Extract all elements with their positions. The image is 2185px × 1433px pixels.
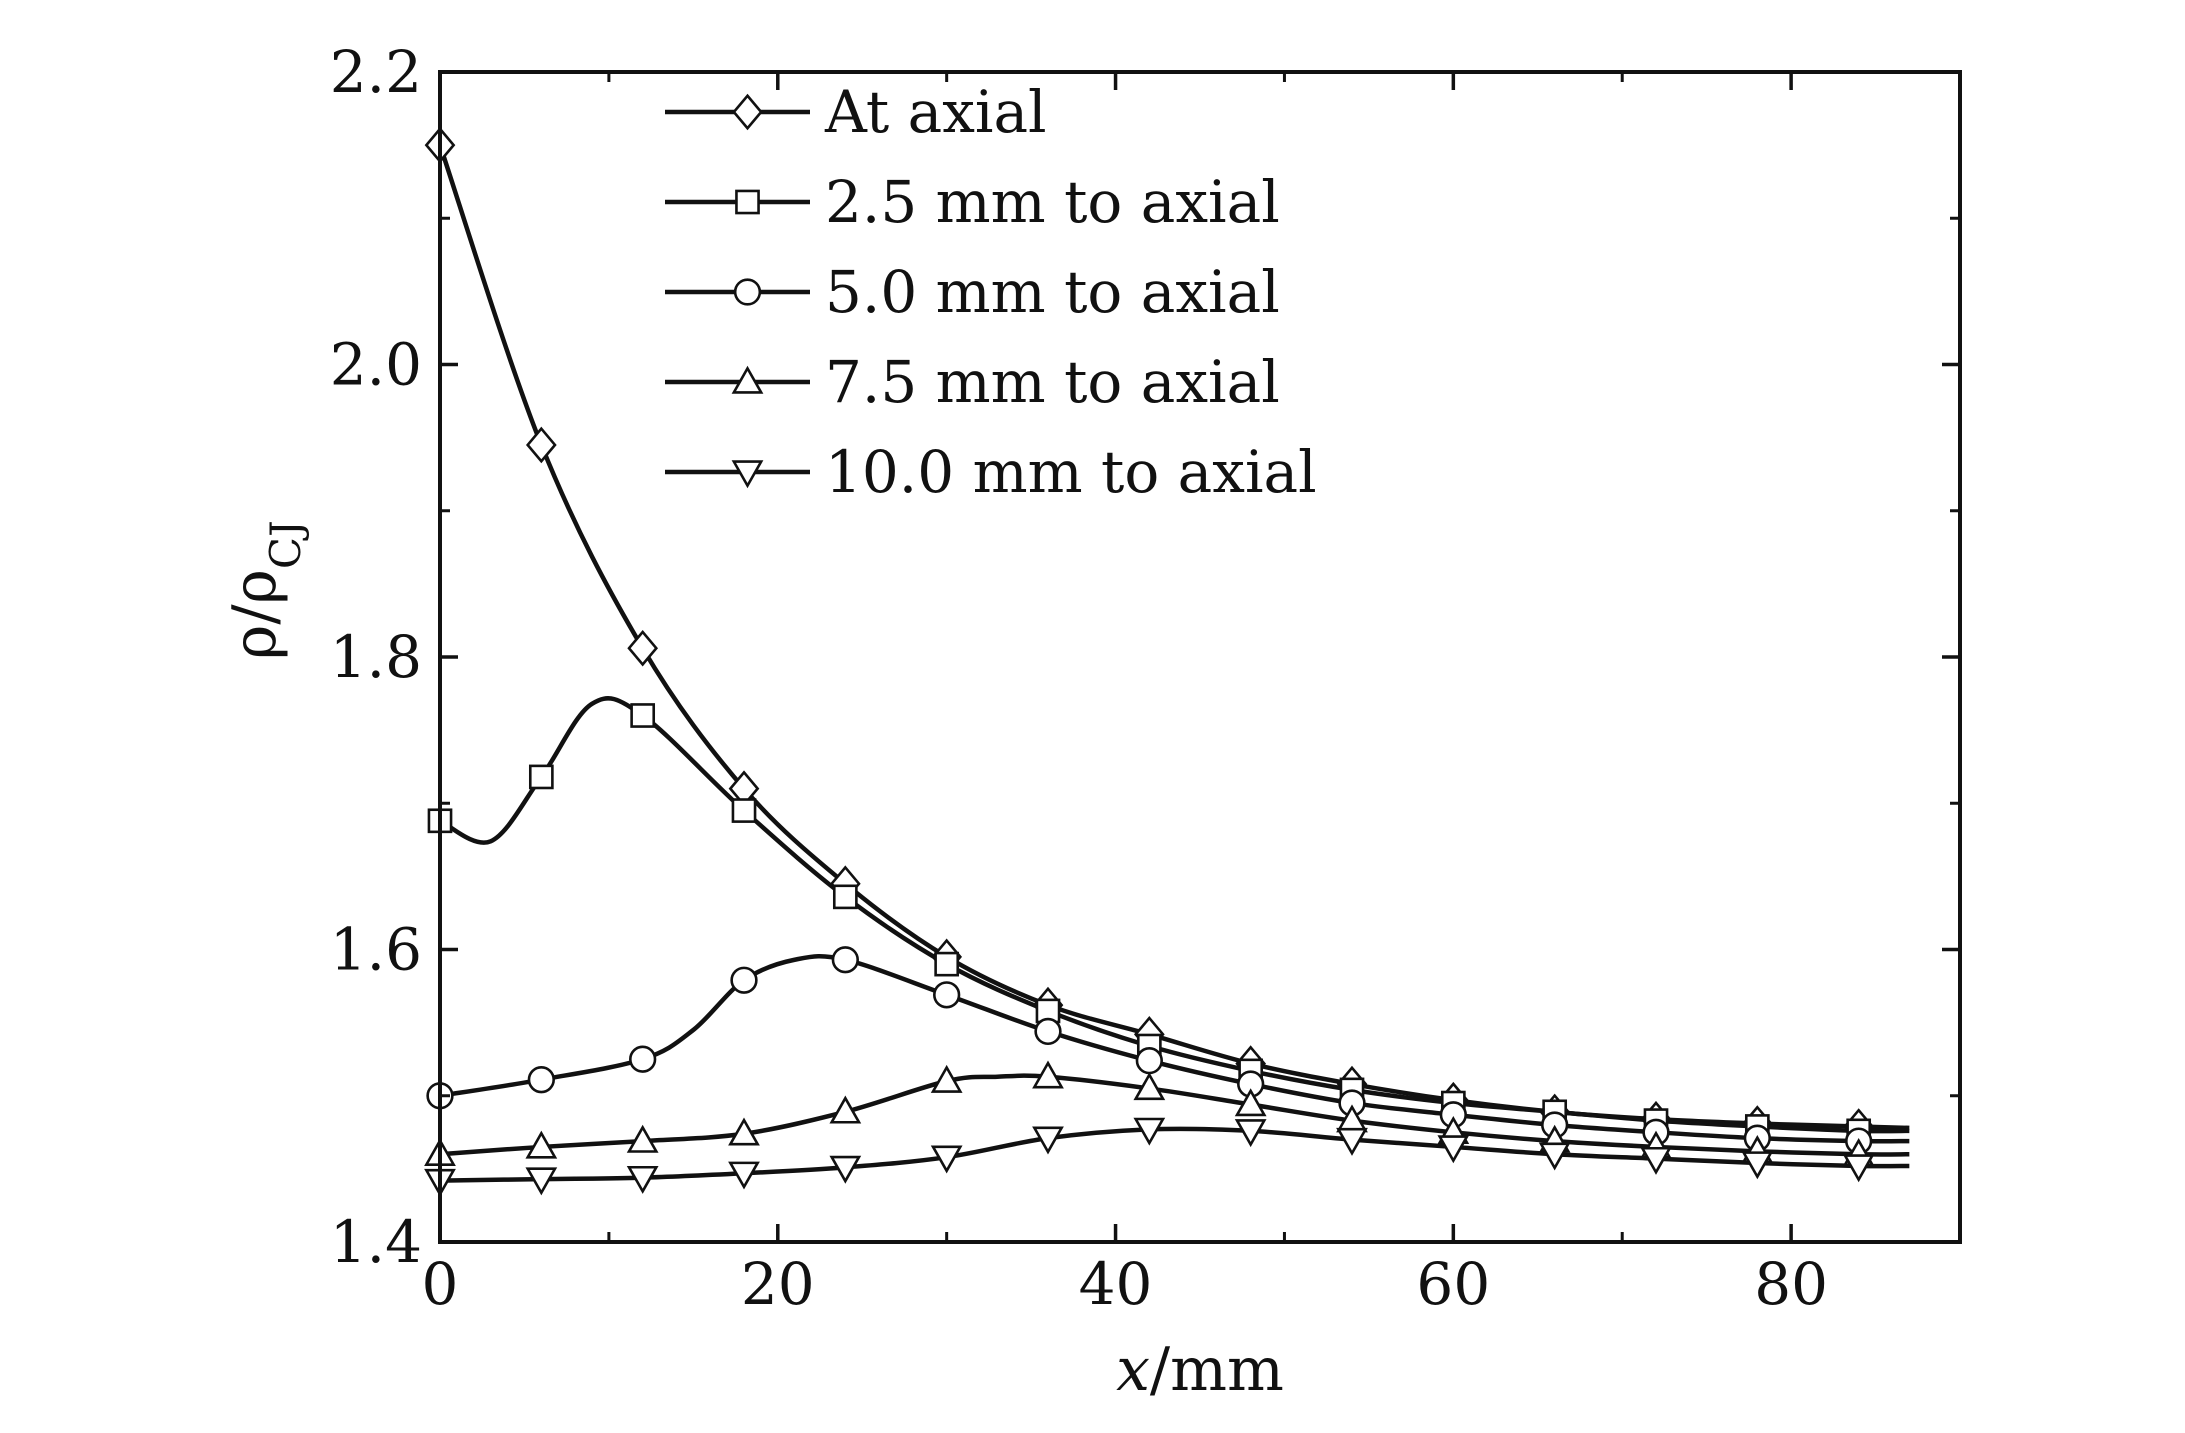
data-point	[525, 1167, 558, 1196]
legend-label: 5.0 mm to axial	[825, 258, 1280, 326]
legend-marker	[731, 365, 764, 394]
data-point	[1032, 1060, 1064, 1089]
data-point	[730, 966, 758, 994]
y-tick-label: 1.8	[330, 623, 422, 691]
series-line	[439, 1073, 1910, 1157]
data-point	[728, 1161, 760, 1190]
data-point	[832, 884, 858, 910]
y-tick-label: 2.2	[330, 38, 422, 106]
data-point	[626, 1124, 659, 1153]
legend-label: 7.5 mm to axial	[825, 348, 1280, 416]
y-axis-title: ρ/ρCJ	[220, 520, 310, 660]
x-tick-label: 60	[1416, 1250, 1490, 1318]
x-tick-label: 20	[741, 1250, 815, 1318]
data-point	[1135, 1047, 1163, 1075]
data-point	[1336, 1127, 1368, 1156]
x-axis-title: x/mm	[1116, 1335, 1284, 1405]
data-point	[626, 1165, 659, 1194]
data-point	[1437, 1135, 1470, 1164]
data-point	[831, 946, 859, 974]
series-2	[427, 696, 1910, 1144]
x-axis-title-var: x	[1116, 1335, 1150, 1405]
x-tick-label: 40	[1079, 1250, 1153, 1318]
data-point	[1032, 1126, 1064, 1155]
y-tick-label: 1.6	[330, 916, 422, 984]
data-point	[1234, 1119, 1267, 1148]
legend-label: At axial	[824, 78, 1047, 146]
legend: At axial 2.5 mm to axial 5.0 mm to axial 7.…	[665, 78, 1317, 506]
series-line	[439, 1126, 1910, 1183]
data-point	[630, 703, 656, 728]
series-4	[424, 1060, 1910, 1166]
data-point	[1538, 1142, 1571, 1171]
axes-layer: 0 20 40 60 80 1.4 1.6 1.8 2.0 2.2	[330, 38, 1960, 1318]
data-point	[930, 1145, 963, 1174]
data-point	[1034, 1017, 1062, 1046]
legend-item: 2.5 mm to axial	[665, 168, 1280, 236]
data-point	[1842, 1154, 1875, 1183]
legend-item: 5.0 mm to axial	[665, 258, 1280, 326]
plot-frame	[438, 70, 1962, 1244]
data-point	[1133, 1117, 1166, 1146]
data-point	[1234, 1088, 1267, 1117]
legend-label: 2.5 mm to axial	[825, 168, 1280, 236]
legend-item: At axial	[665, 78, 1047, 146]
y-axis-title-sub: CJ	[261, 520, 310, 569]
data-point	[525, 426, 557, 464]
data-point	[525, 1130, 558, 1159]
data-point	[728, 1117, 760, 1146]
legend-item: 7.5 mm to axial	[665, 348, 1280, 416]
x-tick-label: 0	[422, 1250, 459, 1318]
data-point	[1640, 1146, 1672, 1175]
y-tick-label: 1.4	[330, 1208, 422, 1276]
data-point	[1741, 1151, 1774, 1180]
legend-marker	[731, 460, 764, 489]
x-axis-title-unit: /mm	[1150, 1335, 1284, 1405]
data-point	[829, 1095, 862, 1124]
y-axis-title-base: ρ/ρ	[220, 569, 290, 660]
data-point	[930, 1064, 963, 1093]
y-tick-label: 2.0	[330, 331, 422, 399]
series-5	[424, 1117, 1910, 1197]
data-point	[528, 764, 554, 790]
series-3	[426, 946, 1910, 1155]
data-point	[527, 1066, 555, 1094]
legend-marker	[732, 93, 763, 131]
legend-item: 10.0 mm to axial	[665, 438, 1317, 506]
data-point	[829, 1155, 862, 1184]
data-point	[934, 951, 960, 977]
series-layer	[424, 126, 1910, 1197]
series-line	[439, 954, 1910, 1144]
legend-marker	[735, 189, 760, 215]
data-point	[933, 981, 961, 1009]
data-point	[629, 1045, 657, 1073]
x-tick-label: 80	[1754, 1250, 1828, 1318]
legend-label: 10.0 mm to axial	[825, 438, 1317, 506]
legend-marker	[733, 278, 762, 306]
data-point	[731, 798, 757, 823]
data-point	[1133, 1072, 1166, 1101]
data-point	[627, 629, 659, 667]
